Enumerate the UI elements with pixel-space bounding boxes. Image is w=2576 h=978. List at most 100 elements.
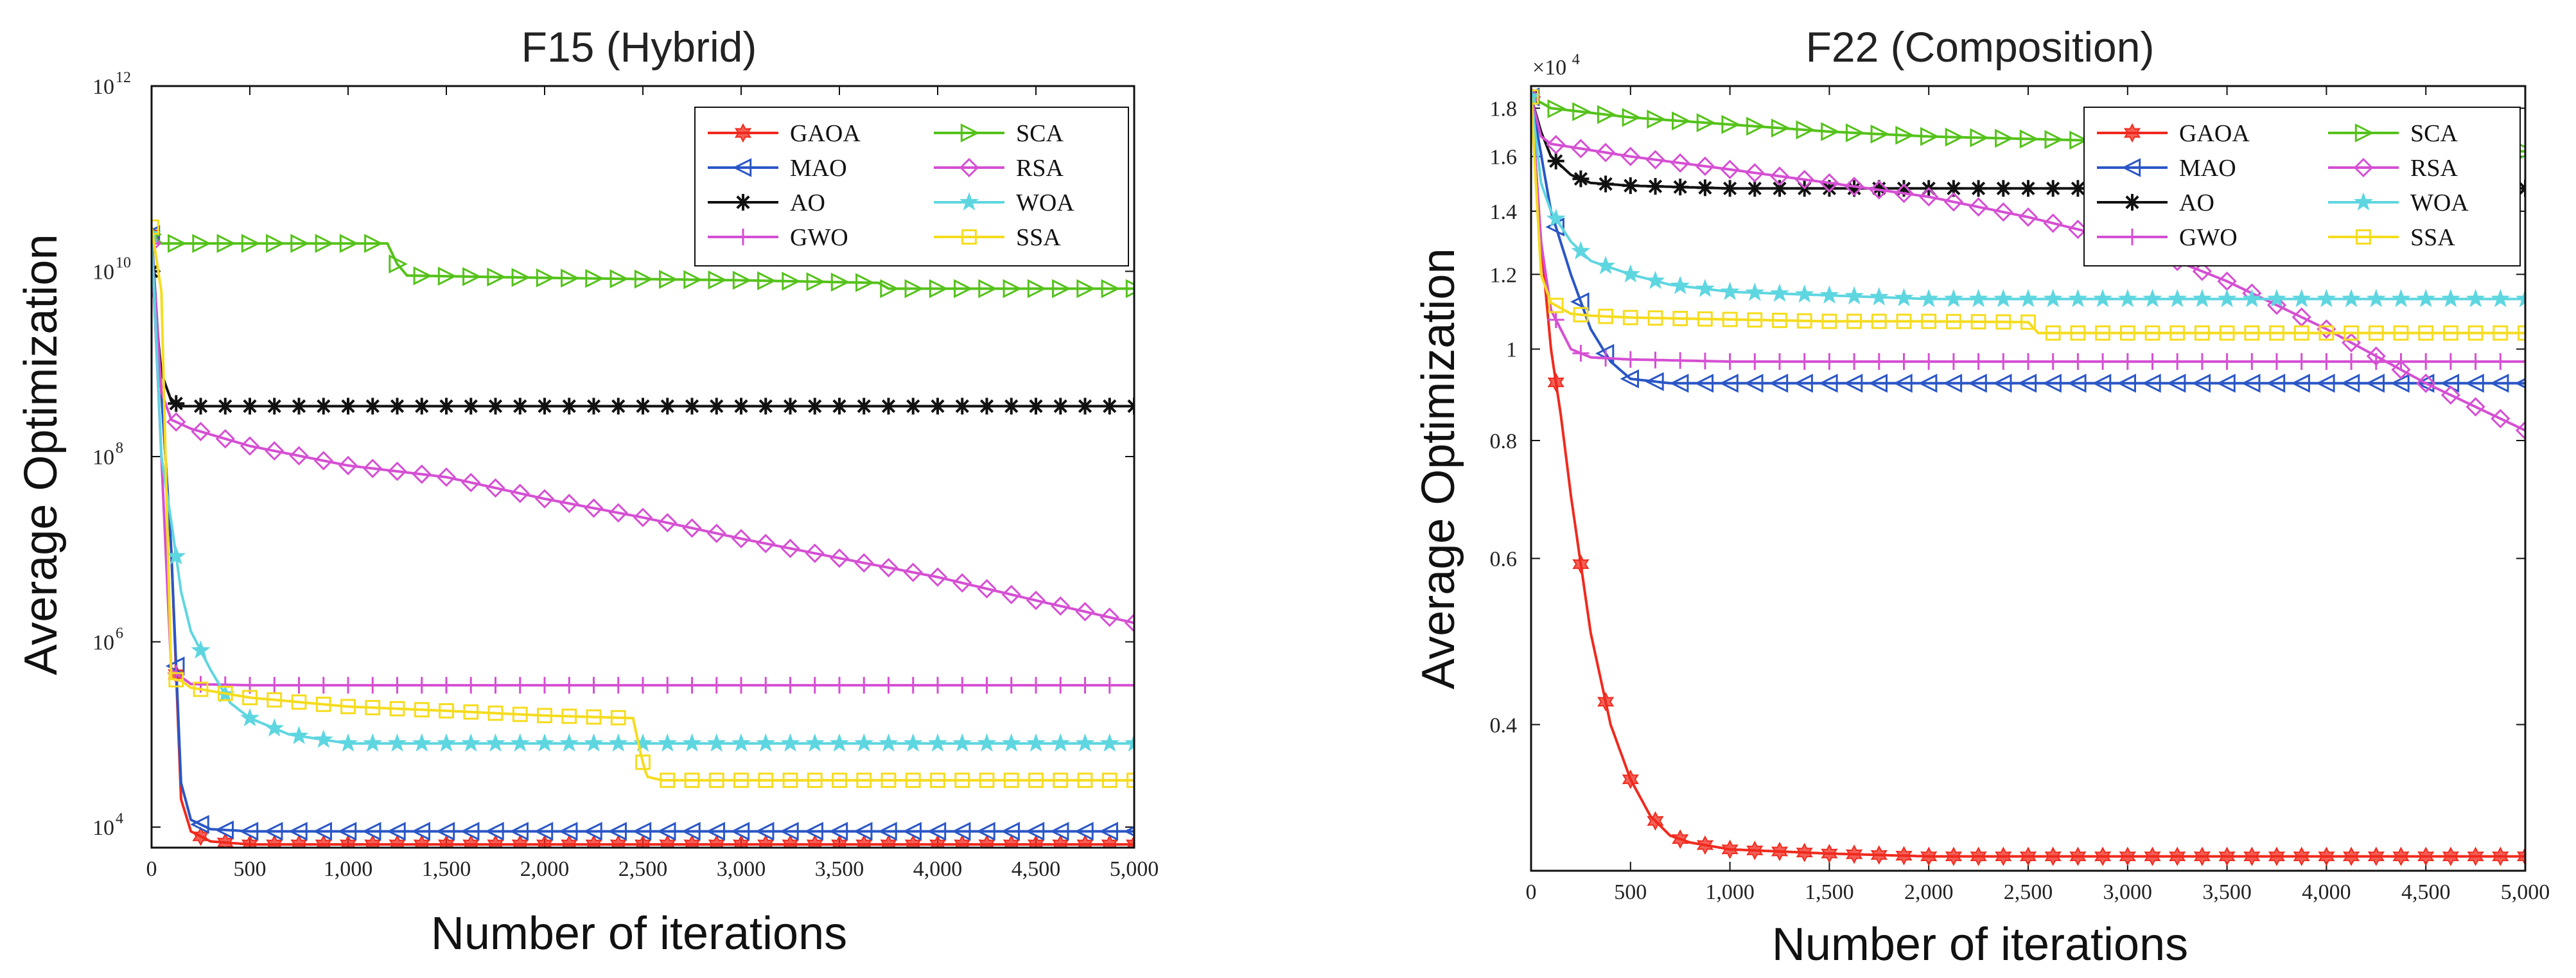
y-multiplier-base: ×10 xyxy=(1532,56,1566,80)
data-point xyxy=(2393,325,2409,341)
data-point xyxy=(511,834,529,848)
data-point xyxy=(2491,408,2510,429)
data-point xyxy=(1846,180,1863,197)
data-point xyxy=(1622,108,1642,127)
data-point xyxy=(487,677,504,694)
legend-marker xyxy=(2356,229,2371,245)
legend-marker xyxy=(959,157,979,178)
data-point xyxy=(439,703,454,719)
data-point xyxy=(1721,353,1739,371)
data-point xyxy=(313,821,332,841)
data-point xyxy=(1870,353,1888,371)
data-point xyxy=(267,692,283,708)
plot-frame xyxy=(150,85,1135,849)
data-point xyxy=(1028,397,1044,415)
data-point xyxy=(411,821,430,841)
data-point xyxy=(683,677,701,694)
data-point xyxy=(2293,846,2310,866)
data-point xyxy=(977,733,997,752)
data-point xyxy=(682,733,702,752)
legend-marker xyxy=(2353,157,2374,178)
data-point xyxy=(1595,143,1616,162)
legend-label: SCA xyxy=(2410,120,2458,147)
legend-marker xyxy=(961,229,977,245)
data-point xyxy=(1695,279,1715,297)
data-point xyxy=(1920,353,1938,371)
data-point xyxy=(902,821,922,841)
data-point xyxy=(1895,125,1914,145)
data-point xyxy=(1028,677,1044,694)
data-point xyxy=(2142,374,2161,393)
data-point xyxy=(1696,353,1713,370)
data-point xyxy=(585,677,602,694)
data-point xyxy=(1794,374,1813,393)
data-point xyxy=(1125,834,1134,848)
data-point xyxy=(315,677,332,694)
data-point xyxy=(362,821,381,841)
legend-marker xyxy=(2354,123,2374,143)
data-point xyxy=(2466,288,2485,308)
data-point xyxy=(633,507,653,527)
data-point xyxy=(365,700,381,715)
data-point xyxy=(242,690,258,706)
y-tick-label: 10 xyxy=(92,260,114,284)
data-point xyxy=(1846,353,1863,371)
data-point xyxy=(608,821,627,841)
chart-title: F15 (Hybrid) xyxy=(521,23,757,71)
data-point xyxy=(2416,288,2436,308)
data-point xyxy=(2241,374,2261,393)
data-point xyxy=(1821,122,1840,141)
data-point xyxy=(2069,130,2089,150)
data-point xyxy=(168,672,184,688)
legend-marker xyxy=(2124,229,2141,245)
x-tick-label: 500 xyxy=(234,857,267,881)
data-point xyxy=(413,397,430,415)
data-point xyxy=(2318,325,2335,341)
data-point xyxy=(1573,307,1589,322)
data-point xyxy=(339,234,359,253)
data-point xyxy=(241,234,261,253)
data-point xyxy=(2318,353,2335,371)
series-gaoa xyxy=(152,224,1134,848)
data-point xyxy=(1993,202,2013,222)
data-point xyxy=(436,733,457,752)
data-point xyxy=(2042,374,2062,393)
data-point xyxy=(1771,353,1788,371)
data-point xyxy=(757,677,775,694)
data-point xyxy=(927,567,948,587)
data-point xyxy=(1894,183,1914,204)
data-point xyxy=(2119,353,2136,371)
data-point xyxy=(1843,374,1863,393)
data-point xyxy=(2417,846,2435,866)
data-point xyxy=(1101,279,1121,299)
data-point xyxy=(1051,733,1071,752)
data-point xyxy=(659,677,676,694)
data-point xyxy=(152,233,162,254)
legend: GAOA MAO AO GWO SCA RSA WOA SSA xyxy=(2083,107,2521,266)
data-point xyxy=(266,834,283,848)
legend-label: MAO xyxy=(790,155,847,182)
data-point xyxy=(1995,846,2012,866)
data-point xyxy=(830,272,850,292)
data-point xyxy=(437,266,457,286)
data-point xyxy=(1074,821,1094,841)
data-point xyxy=(288,821,308,841)
data-point xyxy=(1819,173,1839,193)
data-point xyxy=(2316,374,2335,393)
data-point xyxy=(438,677,455,694)
data-point xyxy=(1076,834,1094,848)
data-point xyxy=(1077,773,1093,789)
data-point xyxy=(1869,180,1889,200)
data-point xyxy=(732,834,750,848)
data-point xyxy=(2044,130,2064,150)
data-point xyxy=(1597,692,1615,712)
legend-marker xyxy=(2353,192,2374,211)
x-tick-label: 4,000 xyxy=(2302,880,2351,904)
series-gwo xyxy=(152,235,1134,694)
data-point xyxy=(1003,834,1020,848)
data-point xyxy=(1794,170,1814,189)
data-point xyxy=(509,821,529,841)
data-point xyxy=(929,834,947,848)
data-point xyxy=(462,266,482,286)
